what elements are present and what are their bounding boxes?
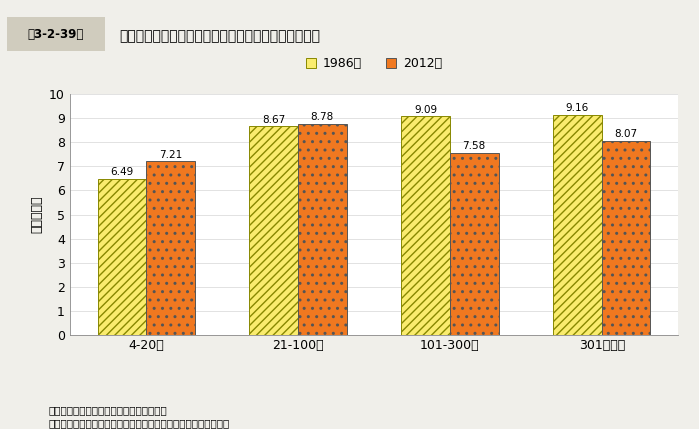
Text: 東大阪市の製造業従業者数規模別の労働生産性の変化: 東大阪市の製造業従業者数規模別の労働生産性の変化 [119, 30, 320, 43]
Text: 7.58: 7.58 [463, 141, 486, 151]
Text: 8.78: 8.78 [310, 112, 334, 122]
Bar [450, 153, 498, 335]
Legend: 1986年, 2012年: 1986年, 2012年 [306, 57, 442, 70]
Y-axis label: （百万円）: （百万円） [31, 196, 43, 233]
Bar [250, 126, 298, 335]
Bar [98, 179, 146, 335]
Text: 9.09: 9.09 [414, 105, 437, 115]
Text: 8.07: 8.07 [614, 129, 637, 139]
Text: 9.16: 9.16 [566, 103, 589, 113]
Text: 8.67: 8.67 [262, 115, 285, 125]
Text: 資料：経済産業省「工業統計表」再編加工: 資料：経済産業省「工業統計表」再編加工 [49, 405, 168, 415]
FancyBboxPatch shape [7, 17, 105, 51]
Text: 7.21: 7.21 [159, 150, 182, 160]
Bar [553, 115, 602, 335]
Text: 第3-2-39図: 第3-2-39図 [28, 28, 84, 41]
Text: 6.49: 6.49 [110, 167, 134, 177]
Bar [298, 124, 347, 335]
Bar [146, 161, 195, 335]
Text: （注）労働生産性は、付加価値額を従業者数を除して算出した。: （注）労働生産性は、付加価値額を従業者数を除して算出した。 [49, 418, 230, 428]
Bar [602, 141, 650, 335]
Bar [401, 116, 450, 335]
